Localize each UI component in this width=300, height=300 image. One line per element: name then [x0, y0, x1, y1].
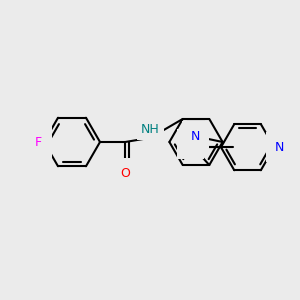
Text: N: N [190, 130, 200, 143]
Text: N: N [275, 141, 284, 154]
Text: NH: NH [141, 123, 160, 136]
Text: O: O [120, 167, 130, 180]
Text: O: O [186, 138, 196, 151]
Text: F: F [35, 136, 42, 148]
